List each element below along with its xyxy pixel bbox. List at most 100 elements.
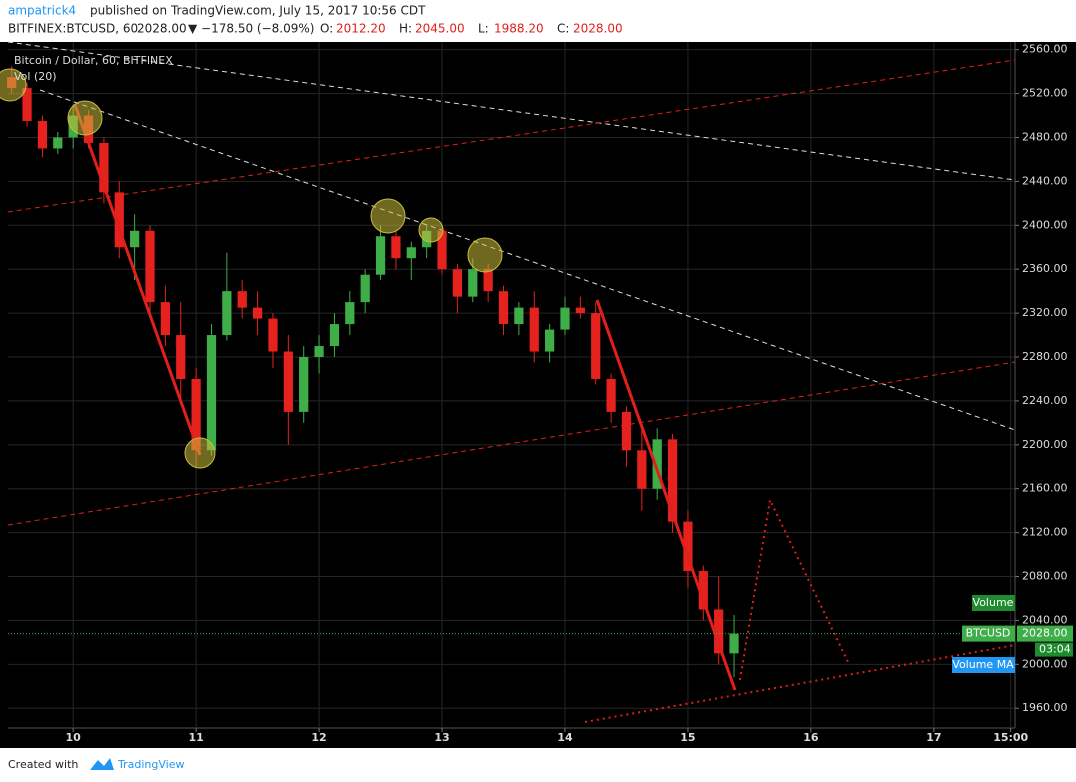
candle-body <box>468 269 478 297</box>
candle-body <box>206 335 217 451</box>
countdown-box <box>1035 642 1073 657</box>
candle-body <box>360 274 370 303</box>
published: published on TradingView.com, July 15, 2… <box>90 4 426 18</box>
candle-body <box>729 633 739 654</box>
y-tick-label: 2160.00 <box>1022 482 1068 495</box>
marker-circle <box>184 437 216 469</box>
volume-ma-label: Volume MA <box>952 658 1014 671</box>
y-tick-label: 1960.00 <box>1022 701 1068 714</box>
trend-line <box>584 644 1016 723</box>
y-tick-label: 2520.00 <box>1022 87 1068 100</box>
candle-body <box>314 346 324 358</box>
last-price-box <box>1017 625 1073 642</box>
y-tick-label: 2400.00 <box>1022 218 1068 231</box>
candle-body <box>406 247 416 259</box>
x-tick-label: 15:00 <box>993 731 1028 744</box>
ohlc: O: 2012.20 H: 2045.00 L: 1988.20 C: 2028.00 <box>320 22 623 36</box>
last-price-label: 2028.00 <box>1022 627 1068 640</box>
x-tick-label: 13 <box>434 731 449 744</box>
candle-body <box>114 192 124 248</box>
y-tick-label: 2360.00 <box>1022 262 1068 275</box>
annotations <box>0 68 737 691</box>
trend-line <box>7 59 1016 213</box>
candle-body <box>683 521 693 572</box>
y-tick-label: 2000.00 <box>1022 657 1068 670</box>
axis-labels: 1960.00 2000.00 2040.00 2080.00 2120.00 2160.… <box>8 43 1073 744</box>
author[interactable]: ampatrick4 <box>8 4 76 18</box>
candle-body <box>483 269 493 292</box>
y-tick-label: 2320.00 <box>1022 306 1068 319</box>
marker-circle <box>67 100 103 136</box>
y-tick-label: 2280.00 <box>1022 350 1068 363</box>
candle-body <box>237 291 247 308</box>
volume-label: Volume <box>973 596 1014 609</box>
candle-body <box>176 335 186 379</box>
y-tick-label: 2440.00 <box>1022 174 1068 187</box>
series-box <box>962 625 1015 642</box>
candle-body <box>145 230 155 303</box>
marker-circle <box>467 237 503 273</box>
candle-body <box>99 142 109 193</box>
candle-body <box>452 269 463 297</box>
candle-body <box>222 291 232 336</box>
projection <box>739 496 849 681</box>
y-tick-label: 2560.00 <box>1022 43 1068 56</box>
x-tick-label: 12 <box>311 731 326 744</box>
ohlc-value: 2045.00 <box>415 22 465 36</box>
footer-brand[interactable]: TradingView <box>117 758 184 771</box>
candle-body <box>514 307 524 325</box>
footer-created: Created with <box>8 758 78 771</box>
candles <box>7 66 739 678</box>
candle-body <box>53 137 63 149</box>
ohlc-key: H: <box>399 22 412 36</box>
brand-logo <box>90 758 114 770</box>
candle-body <box>22 88 32 122</box>
candle-body <box>299 357 309 412</box>
candle-body <box>575 307 585 314</box>
marker-circle <box>0 68 27 102</box>
drawings <box>7 41 1016 723</box>
countdown: 03:04 <box>1039 643 1071 656</box>
candle-body <box>437 230 447 270</box>
grid <box>8 42 1015 728</box>
swing-line <box>73 104 202 456</box>
candle-body <box>560 307 570 330</box>
ohlc-value: 1988.20 <box>494 22 544 36</box>
trend-line <box>7 361 1016 526</box>
volume-ma-box <box>952 657 1015 673</box>
y-tick-label: 2120.00 <box>1022 526 1068 539</box>
x-tick-label: 11 <box>188 731 203 744</box>
candle-body <box>621 411 632 451</box>
candle-body <box>375 236 386 275</box>
x-tick-label: 17 <box>926 731 941 744</box>
y-tick-label: 2240.00 <box>1022 394 1068 407</box>
ohlc-key: L: <box>478 22 489 36</box>
trend-line <box>39 89 1016 431</box>
marker-circle <box>418 217 444 243</box>
ohlc-key: O: <box>320 22 333 36</box>
candle-body <box>606 378 616 412</box>
candle-body <box>529 307 539 352</box>
candle-body <box>698 571 708 610</box>
swing-line <box>595 299 737 691</box>
candle-body <box>283 351 293 412</box>
x-tick-label: 10 <box>66 731 82 744</box>
candle-body <box>637 450 647 489</box>
x-tick-label: 15 <box>680 731 695 744</box>
candle-body <box>498 291 509 325</box>
y-tick-label: 2040.00 <box>1022 613 1068 626</box>
ohlc-value: 2012.20 <box>336 22 386 36</box>
ohlc-key: C: <box>557 22 569 36</box>
y-tick-label: 2200.00 <box>1022 438 1068 451</box>
indicator-label: Vol (20) <box>14 70 57 83</box>
volume-box <box>972 595 1015 611</box>
candle-body <box>160 302 170 336</box>
symbol: BITFINEX:BTCUSD, 60 <box>8 22 138 36</box>
candle-body <box>652 439 662 489</box>
candle-body <box>391 236 401 259</box>
candle-body <box>591 313 601 379</box>
x-tick-label: 14 <box>557 731 573 744</box>
candle-body <box>329 324 340 347</box>
chart-title: Bitcoin / Dollar, 60, BITFINEX <box>14 54 173 67</box>
